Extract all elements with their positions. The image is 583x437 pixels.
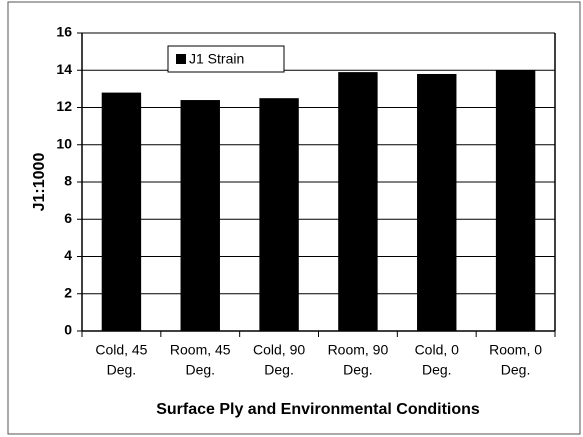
x-tick-label: Room, 0 <box>489 342 542 358</box>
y-tick-label: 0 <box>64 322 72 338</box>
y-tick-label: 4 <box>64 247 72 263</box>
y-tick-label: 10 <box>56 135 72 151</box>
x-tick-label: Deg. <box>185 362 215 378</box>
bar <box>101 92 142 331</box>
x-tick-label: Deg. <box>422 362 452 378</box>
legend-box <box>167 45 285 73</box>
y-tick-label: 14 <box>56 61 72 77</box>
frame <box>7 1 581 435</box>
bar <box>338 72 378 332</box>
y-tick-label: 8 <box>64 173 72 189</box>
x-tick-label: Deg. <box>501 362 531 378</box>
x-tick-label: Deg. <box>264 362 294 378</box>
y-tick-label: 2 <box>64 284 72 300</box>
bar <box>259 98 299 331</box>
bar <box>417 73 457 331</box>
x-tick-label: Cold, 45 <box>95 342 147 358</box>
bar <box>495 70 536 331</box>
legend-label: J1 Strain <box>189 51 244 67</box>
y-tick-label: 12 <box>56 98 72 114</box>
y-tick-label: 6 <box>64 210 72 226</box>
bar <box>180 100 220 331</box>
x-tick-label: Deg. <box>343 362 373 378</box>
y-axis-label: J1:1000 <box>31 153 48 212</box>
legend-swatch <box>176 54 186 64</box>
x-tick-label: Room, 45 <box>170 342 231 358</box>
x-tick-label: Cold, 90 <box>253 342 305 358</box>
x-tick-label: Room, 90 <box>328 342 389 358</box>
x-tick-label: Deg. <box>107 362 137 378</box>
y-tick-label: 16 <box>56 24 72 40</box>
x-tick-label: Cold, 0 <box>415 342 460 358</box>
x-axis-label: Surface Ply and Environmental Conditions <box>156 401 480 418</box>
